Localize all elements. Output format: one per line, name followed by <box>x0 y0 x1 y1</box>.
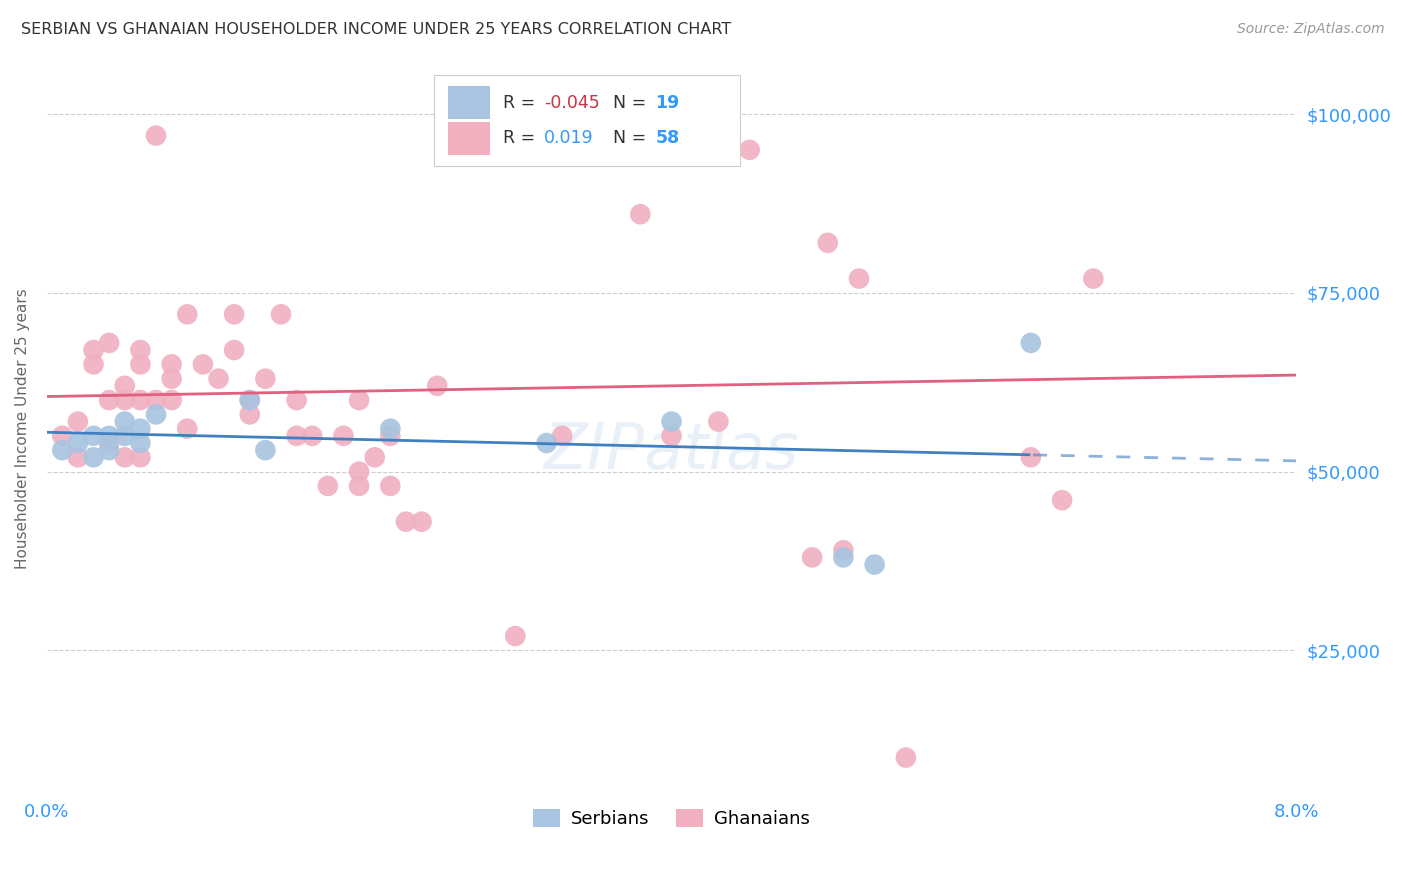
Point <box>411 515 433 529</box>
Text: 19: 19 <box>655 94 679 112</box>
Point <box>114 379 136 393</box>
Point <box>832 543 855 558</box>
Point <box>207 372 229 386</box>
Point <box>628 207 651 221</box>
Point <box>114 393 136 408</box>
Point <box>129 422 152 436</box>
Point <box>1019 450 1042 465</box>
Point <box>224 343 246 357</box>
Point <box>380 479 402 493</box>
FancyBboxPatch shape <box>434 75 741 166</box>
Point <box>129 357 152 371</box>
Point <box>332 429 354 443</box>
Point <box>364 450 387 465</box>
Point <box>129 343 152 357</box>
Point <box>114 415 136 429</box>
Point <box>817 235 839 250</box>
Legend: Serbians, Ghanaians: Serbians, Ghanaians <box>526 802 817 836</box>
Point <box>285 393 308 408</box>
Point <box>505 629 527 643</box>
Text: N =: N = <box>613 94 651 112</box>
Point <box>661 415 683 429</box>
Point <box>239 408 262 422</box>
Text: R =: R = <box>503 94 540 112</box>
Point <box>83 343 105 357</box>
Point <box>551 429 574 443</box>
Point <box>145 393 167 408</box>
Point <box>176 307 198 321</box>
Text: 0.019: 0.019 <box>544 129 593 147</box>
Point <box>160 357 183 371</box>
Point <box>98 436 121 450</box>
Point <box>98 393 121 408</box>
Point <box>51 443 73 458</box>
Point <box>114 450 136 465</box>
Point <box>83 429 105 443</box>
Point <box>380 429 402 443</box>
Text: R =: R = <box>503 129 540 147</box>
Point <box>83 357 105 371</box>
Point <box>98 443 121 458</box>
Point <box>191 357 214 371</box>
Point <box>176 422 198 436</box>
Point <box>129 393 152 408</box>
Point <box>848 271 870 285</box>
Y-axis label: Householder Income Under 25 years: Householder Income Under 25 years <box>15 288 30 569</box>
Point <box>66 415 89 429</box>
Point <box>239 393 262 408</box>
Text: SERBIAN VS GHANAIAN HOUSEHOLDER INCOME UNDER 25 YEARS CORRELATION CHART: SERBIAN VS GHANAIAN HOUSEHOLDER INCOME U… <box>21 22 731 37</box>
Point <box>395 515 418 529</box>
Point <box>801 550 824 565</box>
Point <box>738 143 761 157</box>
Point <box>347 465 370 479</box>
Point <box>129 450 152 465</box>
Point <box>894 750 917 764</box>
Text: Source: ZipAtlas.com: Source: ZipAtlas.com <box>1237 22 1385 37</box>
Point <box>160 393 183 408</box>
Point <box>114 429 136 443</box>
Point <box>863 558 886 572</box>
Point <box>239 393 262 408</box>
Text: N =: N = <box>613 129 651 147</box>
Point <box>1050 493 1073 508</box>
Point <box>254 372 277 386</box>
Point <box>129 436 152 450</box>
Text: 58: 58 <box>655 129 679 147</box>
Point <box>145 408 167 422</box>
Point <box>254 443 277 458</box>
Point <box>1019 335 1042 350</box>
Point <box>98 429 121 443</box>
Point <box>1083 271 1105 285</box>
Point <box>661 429 683 443</box>
Point <box>301 429 323 443</box>
Point <box>66 436 89 450</box>
Point <box>316 479 339 493</box>
Point <box>832 550 855 565</box>
Point <box>347 393 370 408</box>
Point <box>83 450 105 465</box>
Text: -0.045: -0.045 <box>544 94 600 112</box>
Point <box>98 335 121 350</box>
Point <box>66 450 89 465</box>
Point <box>707 415 730 429</box>
Point <box>160 372 183 386</box>
FancyBboxPatch shape <box>449 121 491 155</box>
Point <box>224 307 246 321</box>
Point <box>285 429 308 443</box>
FancyBboxPatch shape <box>449 86 491 120</box>
Point <box>51 429 73 443</box>
Point <box>145 128 167 143</box>
Text: ZIPatlas: ZIPatlas <box>544 419 799 482</box>
Point <box>347 479 370 493</box>
Point <box>426 379 449 393</box>
Point <box>270 307 292 321</box>
Point <box>380 422 402 436</box>
Point <box>536 436 558 450</box>
